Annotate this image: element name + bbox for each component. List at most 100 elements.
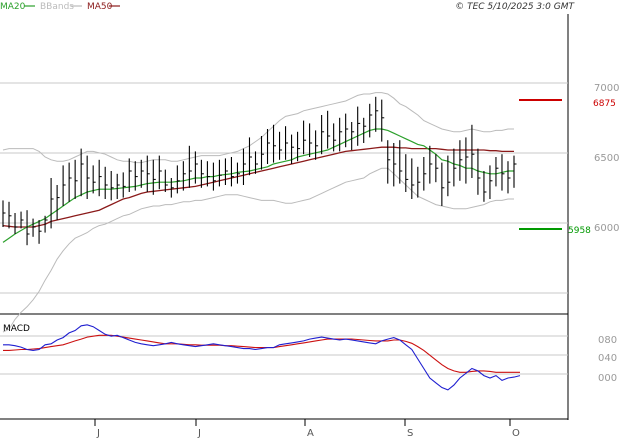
price-bar <box>278 131 283 160</box>
price-bar <box>405 154 409 192</box>
bband-lower-line <box>2 167 514 333</box>
macd-title: MACD <box>3 324 30 334</box>
price-bar <box>20 211 24 229</box>
price-bar <box>489 165 493 199</box>
price-bar <box>375 96 379 132</box>
price-bar <box>321 115 325 155</box>
macd-y-tick-label: 080 <box>598 335 617 346</box>
price-bar <box>236 162 240 184</box>
price-bar <box>477 148 481 195</box>
price-bar <box>260 136 265 170</box>
price-bar <box>501 154 505 191</box>
price-bar <box>26 210 30 246</box>
price-bar <box>200 159 204 188</box>
resistance-label: 6875 <box>593 99 616 109</box>
price-bar <box>230 157 234 187</box>
price-bar <box>8 201 12 229</box>
price-gridlines <box>0 82 568 294</box>
price-bar <box>218 159 222 187</box>
price-bar <box>327 110 331 149</box>
price-bar <box>453 148 457 187</box>
price-bar <box>80 148 84 197</box>
legend-ma50: MA50 <box>87 2 113 12</box>
price-bar <box>447 155 451 197</box>
y-axis-ticks: 7000 6500 6000 080 040 000 <box>594 83 619 384</box>
price-y-tick-label: 6500 <box>594 153 619 164</box>
price-bar <box>152 159 156 195</box>
bband-upper-line <box>2 92 514 164</box>
price-bar <box>266 129 271 164</box>
price-bar <box>146 155 150 192</box>
price-bar <box>291 134 295 164</box>
ma50-line <box>2 146 514 228</box>
macd-signal-line <box>3 334 520 373</box>
price-bar <box>68 162 72 202</box>
price-bar <box>224 158 228 185</box>
x-tick-label: A <box>307 428 314 439</box>
price-bar <box>194 151 198 184</box>
price-bar <box>423 157 427 191</box>
price-bar <box>387 140 391 184</box>
price-bar <box>212 162 216 191</box>
price-bar <box>128 158 132 192</box>
price-bar <box>32 218 36 237</box>
price-bar <box>315 130 319 160</box>
price-bar <box>369 103 373 138</box>
price-bar <box>104 166 108 199</box>
price-bar <box>254 151 258 174</box>
price-y-tick-label: 6000 <box>594 223 619 234</box>
price-bar <box>248 137 252 176</box>
price-bar <box>164 169 168 192</box>
legend-bbands: BBands <box>40 2 74 12</box>
price-bar <box>297 131 301 162</box>
price-bar <box>86 155 90 199</box>
price-bar <box>44 215 48 233</box>
price-bar <box>2 200 6 227</box>
legend-ma20: MA20 <box>0 2 26 12</box>
macd-line <box>3 324 521 391</box>
price-bar <box>309 123 313 157</box>
x-tick-label: J <box>197 428 201 439</box>
price-bar <box>285 126 289 160</box>
macd-y-tick-label: 000 <box>598 373 617 384</box>
price-bar <box>441 162 445 206</box>
price-panel: 6875 5958 <box>2 92 616 333</box>
price-bar <box>50 178 54 229</box>
price-bar <box>435 154 439 183</box>
price-bar <box>122 172 126 198</box>
price-y-tick-label: 7000 <box>594 83 619 94</box>
price-bar <box>417 166 421 198</box>
price-bar <box>170 178 174 198</box>
price-bar <box>393 143 397 187</box>
price-bar <box>459 140 463 181</box>
price-bar <box>272 124 277 163</box>
price-bar <box>465 137 469 184</box>
price-bar <box>345 113 349 148</box>
price-bar <box>363 117 367 143</box>
price-bar <box>116 173 120 199</box>
price-bar <box>429 145 433 184</box>
ma20-line <box>2 128 514 243</box>
x-tick-label: O <box>512 428 520 439</box>
price-bar <box>483 171 487 202</box>
price-bar <box>56 185 60 220</box>
price-bar <box>333 123 337 152</box>
price-bar <box>339 117 343 152</box>
x-tick-label: S <box>407 428 413 439</box>
price-bar <box>182 161 186 191</box>
price-bar <box>38 220 42 244</box>
support-label: 5958 <box>568 226 591 236</box>
price-bar <box>140 159 144 188</box>
price-bar <box>471 124 475 178</box>
price-bar <box>74 159 78 199</box>
x-tick-label: J <box>96 428 100 439</box>
legend: MA20 BBands MA50 <box>0 2 120 12</box>
price-bar <box>188 145 192 188</box>
macd-panel <box>3 324 521 391</box>
price-bar <box>98 159 102 197</box>
price-bar <box>242 148 246 185</box>
price-bar <box>110 171 114 201</box>
price-bar <box>381 99 385 142</box>
